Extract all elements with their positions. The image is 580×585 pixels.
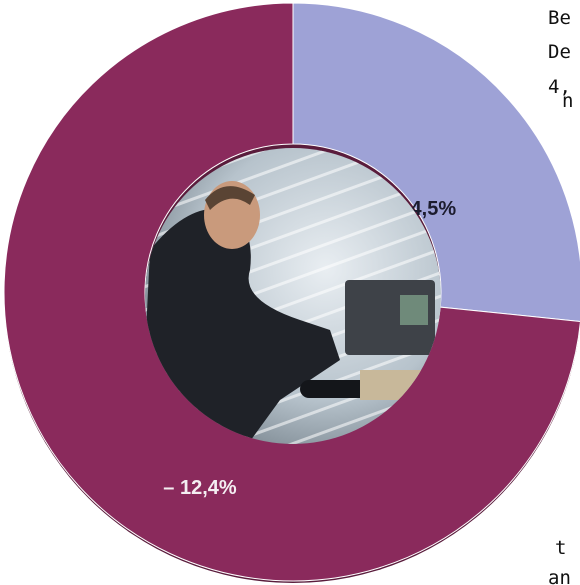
side-text-line: an (548, 567, 571, 585)
donut-slice (292, 2, 580, 322)
value-label: – 12,4% (163, 477, 237, 499)
side-text-line: Be (548, 7, 571, 29)
side-text: Be De 4,n t an (548, 7, 573, 585)
side-text-line: t (555, 537, 566, 559)
photo (145, 148, 441, 444)
side-text-line: 4, (548, 76, 571, 98)
side-text-line: n (562, 90, 573, 112)
side-text-line: De (548, 41, 571, 63)
